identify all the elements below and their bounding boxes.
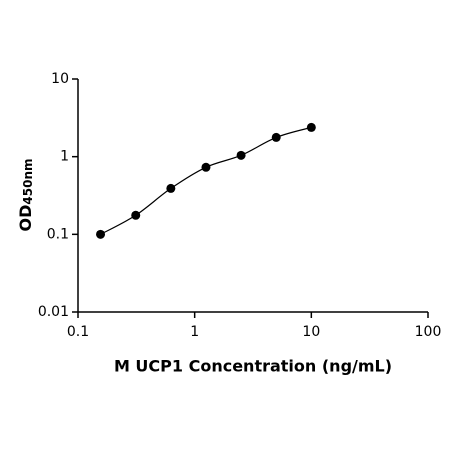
data-point — [201, 162, 211, 172]
y-axis-title-main: OD — [16, 205, 35, 232]
x-tick-label: 0.1 — [67, 324, 89, 340]
y-tick-label: 10 — [51, 71, 69, 87]
x-axis-title: M UCP1 Concentration (ng/mL) — [114, 357, 392, 376]
data-point — [96, 229, 106, 239]
x-tick-label: 10 — [302, 324, 320, 340]
y-tick-label: 0.01 — [38, 304, 69, 320]
data-point — [131, 210, 141, 220]
x-tick-label: 100 — [415, 324, 442, 340]
data-point — [306, 122, 316, 132]
y-tick-label: 0.1 — [47, 226, 69, 242]
data-point — [236, 150, 246, 160]
data-point — [271, 132, 281, 142]
y-axis-title: OD450nm — [16, 159, 35, 232]
y-tick-label: 1 — [60, 149, 69, 165]
y-axis-title-sub: 450nm — [21, 159, 35, 205]
y-axis-title-group: OD450nm — [16, 159, 35, 232]
fit-line — [100, 126, 312, 235]
data-point — [166, 183, 176, 193]
x-tick-label: 1 — [190, 324, 199, 340]
